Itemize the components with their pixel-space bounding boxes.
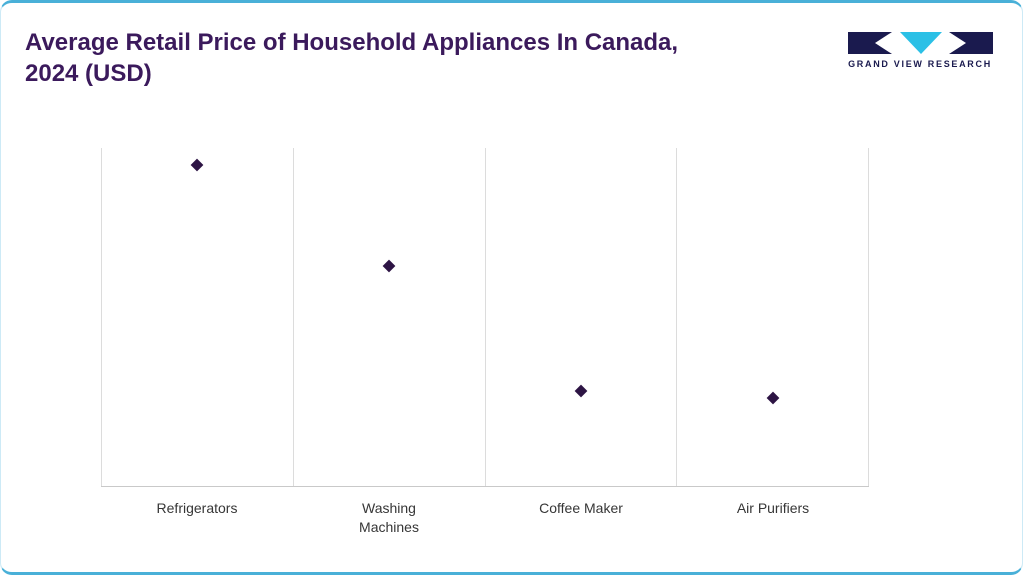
page-title: Average Retail Price of Household Applia… [25, 29, 679, 88]
chart-panel [101, 148, 293, 486]
x-axis-labels: Refrigerators Washing Machines Coffee Make… [101, 499, 869, 537]
data-point-diamond-icon [382, 259, 396, 273]
logo-text: GRAND VIEW RESEARCH [848, 59, 992, 69]
grand-view-research-logo: GRAND VIEW RESEARCH [846, 31, 994, 69]
data-point-diamond-icon [191, 158, 204, 172]
plot-area [101, 148, 869, 487]
data-point-diamond-icon [574, 384, 588, 398]
x-axis-label: Air Purifiers [736, 500, 810, 516]
data-point-diamond-icon [766, 391, 779, 405]
gvr-logo-icon [847, 32, 993, 54]
chart-panel [676, 148, 869, 486]
x-axis-label: Washing Machines [359, 500, 419, 535]
chart-panel [484, 148, 677, 486]
x-axis-label: Refrigerators [156, 500, 238, 516]
chart-panel [292, 148, 485, 486]
x-axis-label: Coffee Maker [539, 500, 623, 516]
